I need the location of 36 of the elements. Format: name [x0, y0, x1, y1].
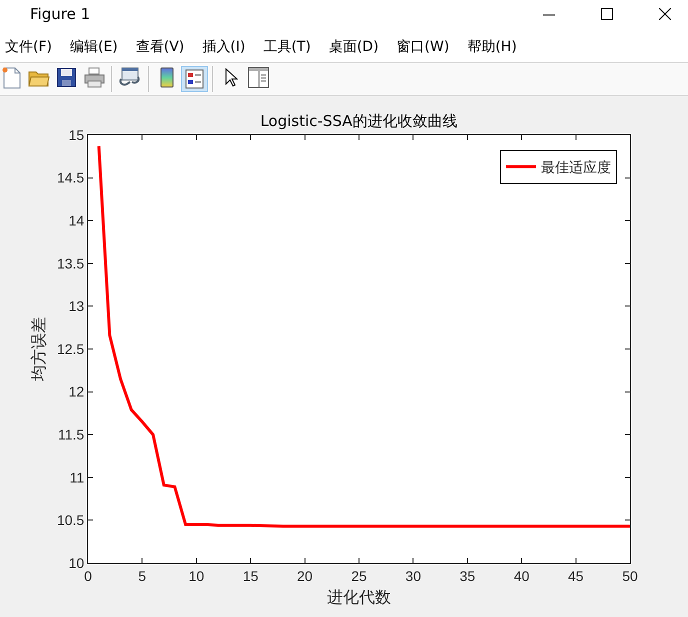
y-tick-label: 15: [68, 126, 84, 143]
text: 桌面(D): [328, 38, 379, 56]
x-axis-title: 进化代数: [327, 588, 391, 606]
caption: Figure 1: [30, 5, 90, 23]
text: 文件(F): [5, 38, 52, 56]
y-tick-label: 13.5: [56, 255, 84, 272]
y-tick-label: 13: [68, 298, 84, 314]
x-tick-label: 5: [138, 568, 146, 584]
x-tick-label: 35: [460, 568, 476, 584]
y-tick-label: 14.5: [56, 170, 84, 186]
text: 编辑(E): [70, 38, 118, 56]
x-tick-label: 20: [297, 568, 313, 584]
legend-label: 最佳适应度: [540, 160, 611, 176]
x-tick-label: 15: [242, 568, 259, 584]
chart-title: Logistic-SSA的进化收敛曲线: [260, 112, 458, 130]
text: 插入(I): [202, 38, 246, 56]
line-series: [97, 144, 630, 528]
x-tick-label: 10: [188, 568, 204, 584]
text: 帮助(H): [467, 38, 517, 56]
y-axis-title: 均方误差: [28, 317, 48, 382]
x-tick-label: 45: [568, 568, 584, 584]
x-tick-label: 50: [622, 568, 638, 584]
y-tick-label: 11: [70, 469, 84, 486]
y-tick-label: 10: [68, 554, 84, 571]
y-tick-label: 12.5: [56, 340, 84, 357]
x-tick-label: 0: [84, 568, 92, 584]
x-tick-label: 25: [351, 568, 367, 584]
text: 工具(T): [263, 38, 311, 56]
x-tick-label: 40: [514, 568, 530, 584]
text: 查看(V): [136, 38, 184, 56]
y-tick-label: 10.5: [56, 512, 84, 528]
y-tick-label: 14: [68, 212, 84, 228]
y-tick-label: 11.5: [58, 426, 84, 442]
y-tick-label: 12: [68, 384, 84, 400]
text: 窗口(W): [396, 38, 450, 56]
x-tick-label: 30: [405, 568, 422, 584]
